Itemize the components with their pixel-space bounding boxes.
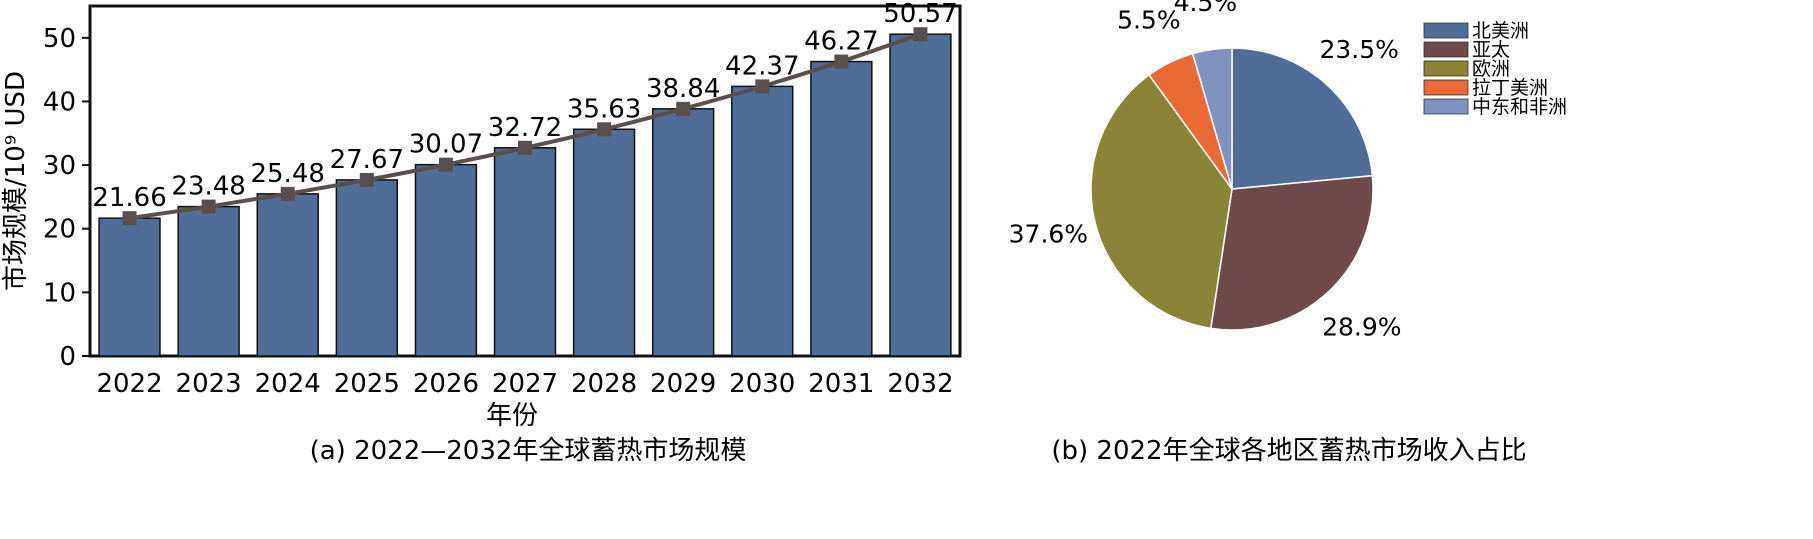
x-tick-label: 2025 (334, 369, 400, 399)
x-tick-label: 2031 (808, 369, 874, 399)
x-tick-label: 2023 (176, 369, 242, 399)
y-axis-label: 市场规模/10⁹ USD (1, 71, 31, 291)
bar (810, 60, 873, 357)
y-tick-label: 0 (59, 342, 76, 372)
data-label: 21.66 (92, 183, 166, 213)
x-tick-label: 2030 (729, 369, 795, 399)
pie-slices (1090, 47, 1374, 331)
y-tick-label: 20 (43, 215, 76, 245)
line-marker (359, 172, 374, 187)
line-marker (597, 122, 612, 137)
legend-swatch (1423, 98, 1469, 115)
legend-label: 欧洲 (1472, 58, 1510, 80)
pie-percent-label: 23.5% (1319, 35, 1398, 64)
value-labels: 21.66 23.48 25.48 27.6730.0732.7235.6338.84… (92, 0, 957, 213)
data-label: 46.27 (804, 27, 878, 57)
pie-slice (1090, 73, 1233, 330)
pie-chart: 23.5% 28.9% 37.6% 5.5%4.5% 北美洲亚太欧洲拉丁美洲中东和非洲… (1009, 0, 1567, 466)
data-label: 30.07 (409, 130, 483, 160)
data-label: 50.57 (883, 0, 957, 29)
pie-slice (1209, 174, 1374, 331)
line-marker (122, 211, 137, 226)
legend-swatch (1423, 79, 1469, 96)
x-axis: 2022 2023 2024 2025 2026 2027 2028 2029 2030 2031… (96, 369, 953, 399)
legend-label: 中东和非洲 (1472, 96, 1567, 118)
data-label: 25.48 (251, 159, 325, 189)
line-marker (913, 27, 928, 42)
x-tick-label: 2027 (492, 369, 558, 399)
line-marker (201, 199, 216, 214)
data-label: 42.37 (725, 51, 799, 81)
bars (98, 33, 952, 357)
trend-line-path (129, 32, 922, 221)
pie-slice (1191, 47, 1233, 190)
bar (651, 108, 715, 357)
bar (889, 33, 952, 357)
x-tick-label: 2029 (650, 369, 716, 399)
x-tick-label: 2028 (571, 369, 637, 399)
bar (731, 85, 794, 357)
x-tick-label: 2032 (887, 369, 953, 399)
pie-percent-labels: 23.5% 28.9% 37.6% 5.5%4.5% (1009, 0, 1402, 341)
pie-percent-label: 37.6% (1009, 220, 1088, 249)
legend-swatch (1423, 22, 1469, 39)
legend-label: 亚太 (1472, 39, 1510, 61)
caption-a: (a) 2022—2032年全球蓄热市场规模 (310, 436, 747, 466)
x-tick-label: 2024 (255, 369, 321, 399)
pie-percent-label: 4.5% (1174, 0, 1238, 17)
bar (256, 193, 319, 357)
pie-percent-label: 28.9% (1322, 312, 1401, 341)
line-marker (438, 157, 453, 172)
bar (98, 217, 161, 357)
legend-label: 拉丁美洲 (1472, 77, 1548, 99)
data-label: 38.84 (646, 74, 720, 104)
data-label: 32.72 (488, 113, 562, 143)
x-tick-label: 2022 (96, 369, 162, 399)
line-marker (676, 101, 691, 116)
line-marker (834, 54, 849, 69)
bar (335, 179, 399, 357)
line-marker (518, 140, 532, 155)
legend-label: 北美洲 (1472, 20, 1529, 42)
y-tick-label: 30 (43, 151, 76, 181)
y-tick-label: 40 (43, 87, 76, 117)
pie-slice (1231, 47, 1374, 190)
bar (414, 163, 478, 357)
y-tick-label: 10 (43, 278, 76, 308)
y-tick-label: 50 (43, 24, 76, 54)
caption-b: (b) 2022年全球各地区蓄热市场收入占比 (1051, 436, 1526, 466)
legend-swatch (1423, 41, 1469, 58)
line-marker (280, 186, 295, 201)
line-marker (755, 79, 770, 94)
legend-swatch (1423, 60, 1469, 77)
data-label: 27.67 (330, 145, 404, 175)
data-label: 35.63 (567, 94, 641, 124)
bar (177, 205, 240, 357)
x-tick-label: 2026 (413, 369, 479, 399)
trend-line (122, 27, 928, 226)
y-axis: 0 10 20 30 40 50 (43, 24, 90, 372)
bar (493, 147, 557, 357)
pie-percent-label: 5.5% (1117, 5, 1181, 34)
bar (572, 128, 636, 357)
x-axis-label: 年份 (486, 401, 538, 431)
data-label: 23.48 (171, 172, 245, 202)
